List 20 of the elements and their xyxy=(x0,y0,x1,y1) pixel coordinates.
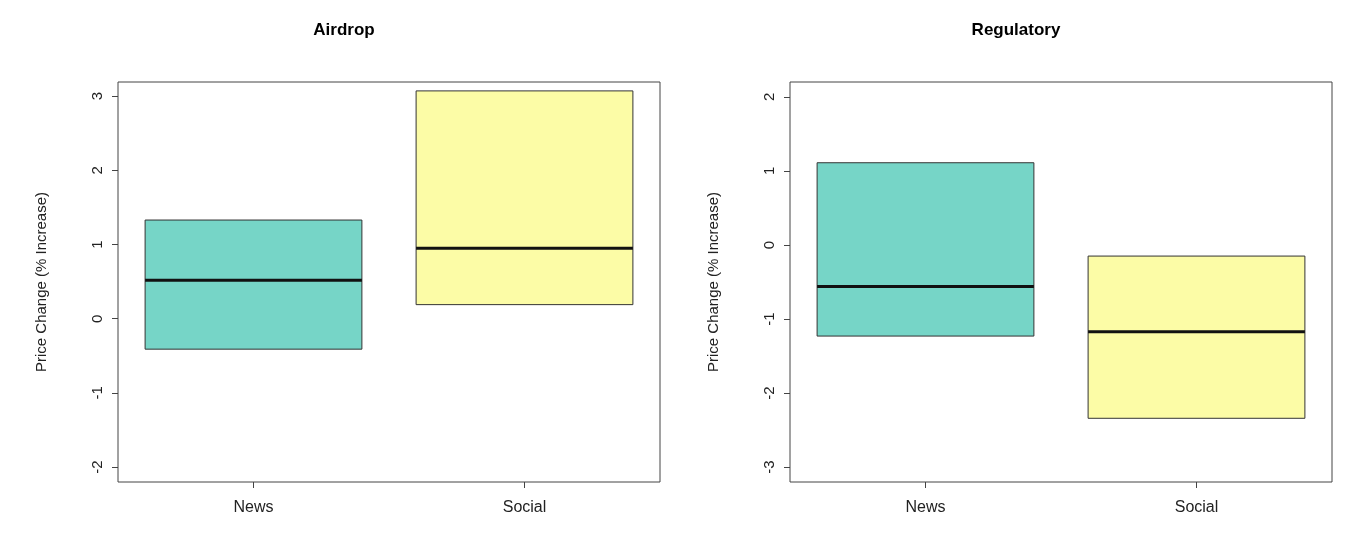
y-tick-label: 0 xyxy=(760,240,777,250)
y-tick-label: -2 xyxy=(760,386,777,400)
chart-title: Regulatory xyxy=(971,20,1061,39)
y-tick-label: 2 xyxy=(760,92,777,101)
x-tick-label: Social xyxy=(1174,497,1219,515)
x-tick-label: News xyxy=(233,497,274,515)
chart-title: Airdrop xyxy=(313,20,375,39)
y-tick-label: -1 xyxy=(88,386,105,400)
y-tick-label: 0 xyxy=(88,314,105,323)
y-tick-label: 3 xyxy=(88,91,105,101)
y-tick-label: -2 xyxy=(88,460,105,474)
x-tick-label: Social xyxy=(502,497,547,515)
y-tick-label: 2 xyxy=(88,166,105,175)
y-axis-title: Price Change (% Increase) xyxy=(704,191,721,373)
y-tick-label: -1 xyxy=(760,312,777,326)
x-tick-label: News xyxy=(905,497,946,515)
y-axis-title: Price Change (% Increase) xyxy=(32,191,49,373)
y-tick-label: -3 xyxy=(760,460,777,474)
y-tick-label: 1 xyxy=(760,166,777,176)
y-tick-label: 1 xyxy=(88,240,105,249)
